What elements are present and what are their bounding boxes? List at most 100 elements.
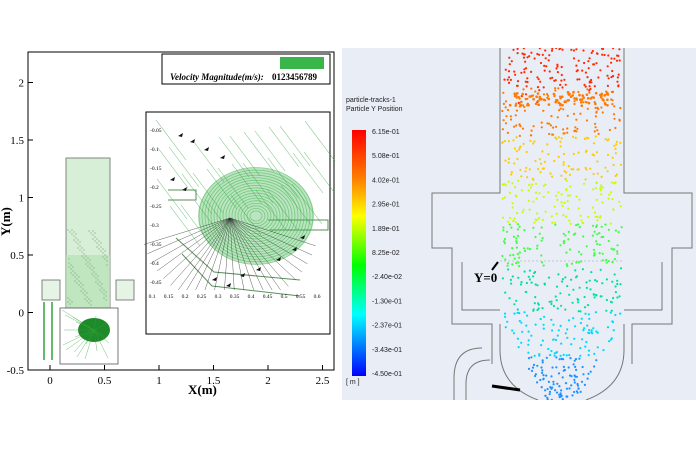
particle bbox=[604, 223, 607, 226]
flow-dot bbox=[83, 253, 85, 255]
streamline bbox=[291, 183, 323, 225]
particle bbox=[586, 377, 589, 380]
particle bbox=[565, 188, 568, 191]
particle bbox=[573, 102, 576, 106]
flow-dot bbox=[82, 284, 84, 286]
particle bbox=[588, 328, 591, 332]
particle bbox=[504, 68, 507, 71]
particle bbox=[616, 80, 619, 83]
particle bbox=[555, 366, 558, 369]
particle bbox=[517, 346, 520, 349]
particle bbox=[594, 106, 597, 110]
particle bbox=[560, 79, 563, 82]
particle bbox=[547, 59, 550, 62]
particle bbox=[569, 222, 572, 225]
particle bbox=[503, 182, 506, 186]
particle bbox=[520, 341, 523, 344]
flow-dot bbox=[90, 304, 92, 306]
particle bbox=[511, 202, 514, 205]
particle bbox=[560, 394, 563, 397]
particle bbox=[552, 380, 555, 383]
particle bbox=[520, 281, 523, 284]
velocity-arrow-icon bbox=[204, 147, 209, 151]
particle bbox=[559, 96, 562, 100]
particle bbox=[599, 295, 602, 298]
particle bbox=[508, 216, 512, 220]
particle bbox=[559, 145, 562, 148]
particle bbox=[572, 135, 575, 138]
particle bbox=[578, 78, 581, 81]
flow-dot bbox=[73, 239, 75, 241]
particle bbox=[575, 390, 578, 393]
colorbar-label: -4.50e-01 bbox=[372, 371, 402, 378]
particle bbox=[581, 365, 584, 369]
particle bbox=[600, 106, 603, 109]
particle bbox=[513, 92, 516, 95]
streamline bbox=[143, 217, 231, 245]
particle bbox=[582, 221, 585, 225]
particle bbox=[588, 317, 591, 320]
particle bbox=[551, 329, 554, 332]
particle bbox=[542, 374, 545, 377]
particle bbox=[502, 91, 505, 94]
particle bbox=[587, 331, 590, 334]
particle bbox=[541, 361, 544, 364]
particle bbox=[513, 147, 516, 150]
streamline bbox=[229, 135, 261, 177]
particle bbox=[612, 47, 615, 50]
particle bbox=[616, 250, 619, 253]
streamline bbox=[279, 125, 311, 167]
flow-dot bbox=[82, 288, 84, 290]
particle bbox=[532, 97, 535, 101]
particle bbox=[528, 168, 531, 171]
particle bbox=[611, 99, 614, 102]
flow-dot bbox=[106, 260, 108, 262]
inset-x-tick-label: 0.4 bbox=[248, 294, 255, 300]
particle bbox=[561, 278, 564, 281]
particle bbox=[513, 94, 517, 98]
flow-dot bbox=[71, 233, 73, 235]
particle bbox=[557, 191, 560, 194]
particle bbox=[552, 383, 555, 386]
particle bbox=[612, 163, 615, 167]
particle bbox=[541, 218, 544, 221]
particle bbox=[541, 371, 544, 374]
particle bbox=[567, 93, 571, 96]
particle bbox=[612, 74, 615, 78]
particle bbox=[617, 54, 620, 57]
particle bbox=[546, 387, 549, 391]
flow-dot bbox=[69, 299, 71, 301]
streamline bbox=[218, 136, 250, 178]
particle bbox=[560, 280, 564, 283]
particle bbox=[559, 102, 562, 106]
particle bbox=[613, 258, 616, 261]
particle bbox=[558, 393, 561, 396]
particle bbox=[614, 152, 617, 155]
flow-dot bbox=[76, 278, 78, 280]
particle bbox=[611, 198, 614, 201]
particle bbox=[587, 137, 590, 140]
vortex-streamline bbox=[249, 210, 263, 222]
particle bbox=[515, 212, 519, 215]
particle bbox=[585, 281, 588, 284]
particle bbox=[525, 324, 528, 327]
particle bbox=[619, 205, 622, 208]
streamline bbox=[229, 217, 254, 291]
flow-dot bbox=[75, 237, 77, 239]
vortex-streamline bbox=[204, 172, 308, 260]
flow-dot bbox=[74, 276, 76, 278]
particle bbox=[615, 173, 618, 176]
particle bbox=[593, 296, 596, 299]
flow-dot bbox=[90, 232, 92, 234]
particle bbox=[604, 103, 607, 106]
particle bbox=[605, 258, 608, 261]
particle bbox=[607, 239, 610, 243]
particle bbox=[610, 309, 613, 312]
flow-dot bbox=[91, 273, 93, 275]
particle bbox=[577, 90, 580, 94]
streamline bbox=[267, 157, 299, 199]
flow-dot bbox=[76, 274, 78, 276]
particle bbox=[614, 147, 617, 151]
flow-dot bbox=[68, 258, 70, 260]
particle bbox=[561, 398, 564, 401]
